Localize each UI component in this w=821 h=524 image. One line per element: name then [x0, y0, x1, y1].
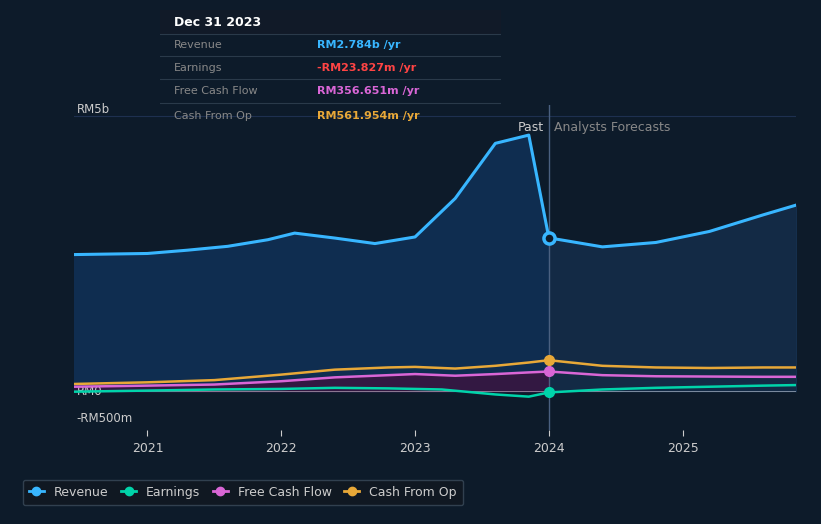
Text: Earnings: Earnings — [174, 63, 222, 73]
Text: Free Cash Flow: Free Cash Flow — [174, 86, 257, 96]
Text: -RM500m: -RM500m — [76, 412, 133, 425]
Text: Analysts Forecasts: Analysts Forecasts — [554, 122, 671, 134]
Text: Cash From Op: Cash From Op — [174, 111, 251, 121]
Text: RM356.651m /yr: RM356.651m /yr — [317, 86, 420, 96]
Text: RM2.784b /yr: RM2.784b /yr — [317, 40, 401, 50]
Text: RM0: RM0 — [76, 385, 102, 398]
Text: Revenue: Revenue — [174, 40, 222, 50]
Bar — [160, 10, 501, 34]
Text: RM5b: RM5b — [76, 103, 110, 116]
Text: Past: Past — [517, 122, 544, 134]
Text: Dec 31 2023: Dec 31 2023 — [174, 16, 261, 29]
Text: RM561.954m /yr: RM561.954m /yr — [317, 111, 420, 121]
Legend: Revenue, Earnings, Free Cash Flow, Cash From Op: Revenue, Earnings, Free Cash Flow, Cash … — [23, 480, 463, 505]
Text: -RM23.827m /yr: -RM23.827m /yr — [317, 63, 416, 73]
